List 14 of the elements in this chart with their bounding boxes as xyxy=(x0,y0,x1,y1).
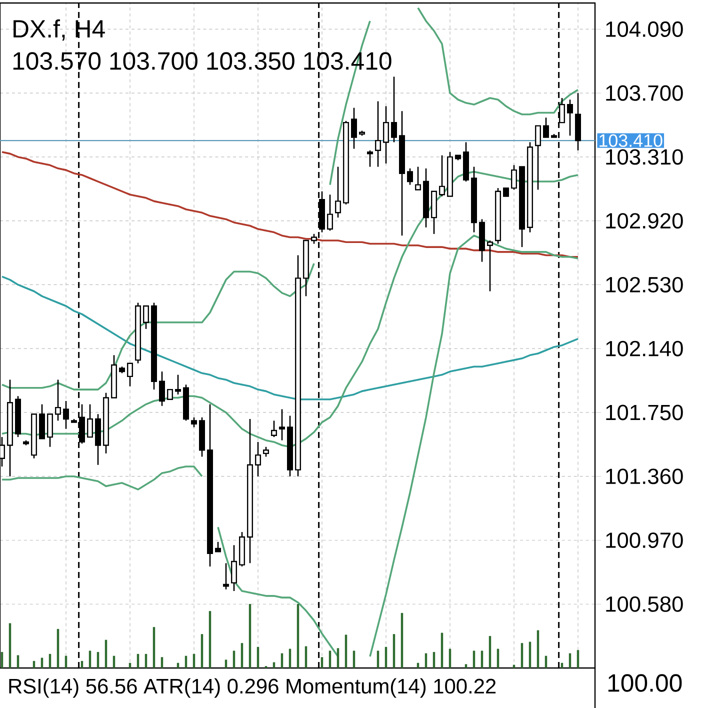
y-tick-label: 104.090 xyxy=(606,21,683,37)
y-tick-label: 102.140 xyxy=(606,340,683,356)
y-tick-label: 103.310 xyxy=(606,149,683,165)
text: RSI(14) 56.56 ATR(14) 0.296 Momentum(14) 100.22 xyxy=(9,678,496,698)
y-tick-label: 102.530 xyxy=(606,276,683,292)
y-tick-label: 102.920 xyxy=(606,213,683,229)
text: DX.f, H4 xyxy=(14,19,105,41)
y-tick-label: 101.360 xyxy=(606,468,683,484)
y-tick-label: 101.750 xyxy=(606,404,683,420)
y-tick-label: 100.970 xyxy=(606,532,683,548)
ref-line-label: 103.410 xyxy=(600,134,662,147)
y-tick-label: 103.700 xyxy=(606,85,683,101)
text: 100.00 xyxy=(608,674,682,692)
y-tick-label: 100.580 xyxy=(606,596,683,612)
